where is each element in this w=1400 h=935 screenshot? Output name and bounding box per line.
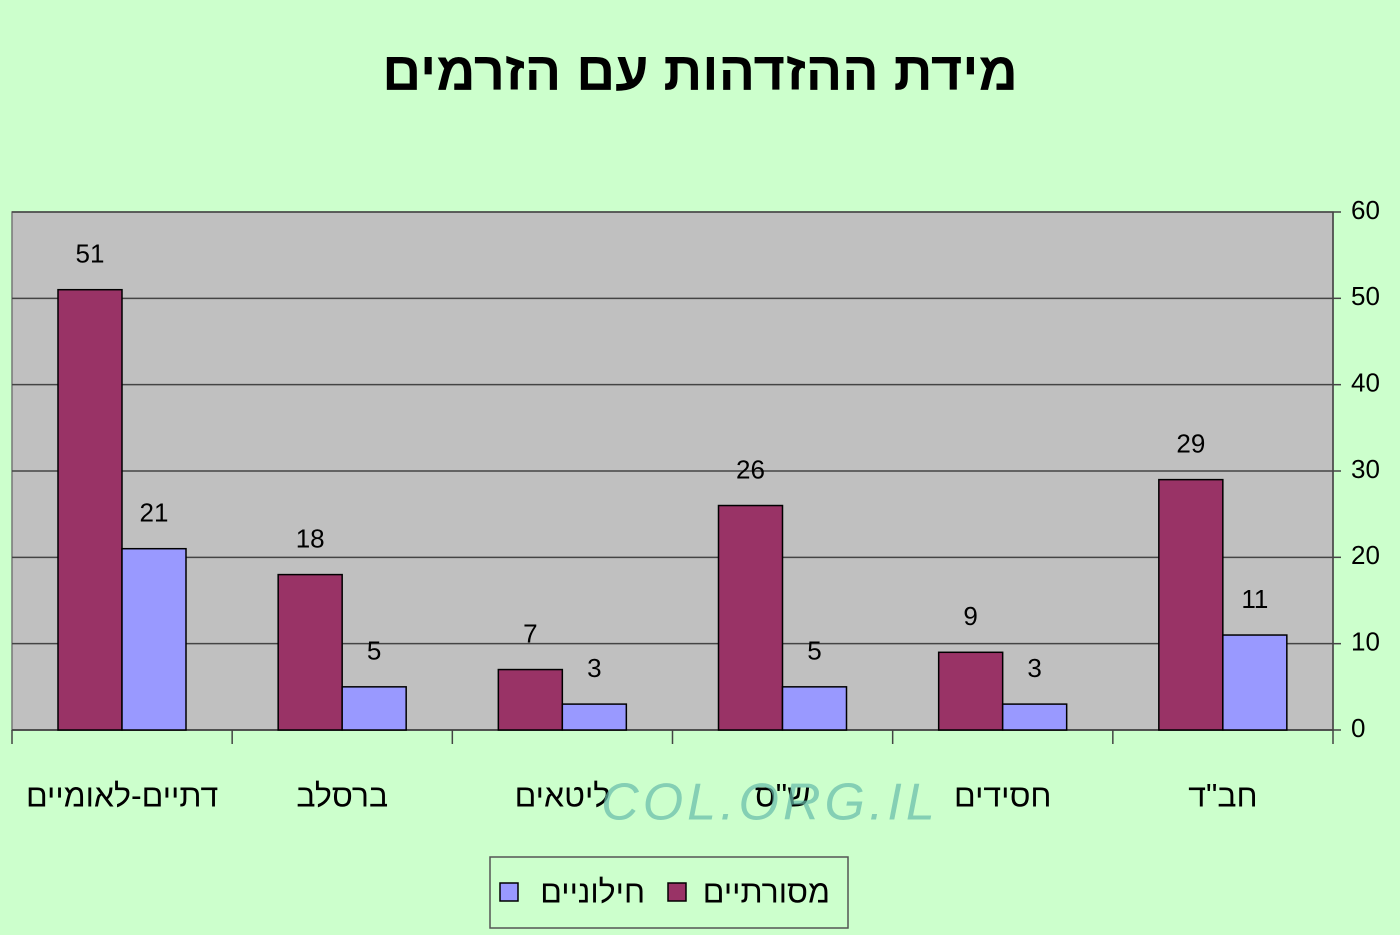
legend-swatch xyxy=(667,882,687,902)
data-label: 5 xyxy=(807,636,821,666)
bar xyxy=(277,573,343,731)
data-label: 21 xyxy=(140,498,169,528)
y-tick-label: 10 xyxy=(1351,627,1380,657)
data-label: 26 xyxy=(736,454,765,484)
data-label: 29 xyxy=(1176,429,1205,459)
bar xyxy=(937,651,1004,731)
y-tick-label: 60 xyxy=(1351,195,1380,225)
bar xyxy=(341,686,407,731)
bar xyxy=(1222,634,1288,731)
x-tick-label: ש"ס xyxy=(755,777,811,813)
bar xyxy=(497,668,564,731)
bar xyxy=(121,547,187,731)
data-label: 9 xyxy=(963,601,977,631)
x-tick-label: ברסלב xyxy=(296,777,388,813)
x-tick-label: חסידים xyxy=(954,777,1051,813)
x-tick-label: חב"ד xyxy=(1188,777,1257,813)
bar xyxy=(781,686,848,731)
data-label: 18 xyxy=(296,523,325,553)
data-label: 11 xyxy=(1241,584,1268,614)
data-label: 5 xyxy=(367,636,381,666)
data-label: 7 xyxy=(523,618,537,648)
x-tick-label: דתיים-לאומיים xyxy=(26,777,218,813)
y-tick-label: 0 xyxy=(1351,713,1365,743)
y-tick-label: 20 xyxy=(1351,540,1380,570)
bar xyxy=(1158,478,1224,731)
data-label: 51 xyxy=(76,239,105,269)
bar xyxy=(1001,703,1068,731)
bar xyxy=(717,504,784,731)
y-tick-label: 30 xyxy=(1351,454,1380,484)
bar xyxy=(561,703,628,731)
data-label: 3 xyxy=(1027,653,1041,683)
x-tick-label: ליטאים xyxy=(515,777,611,813)
bar xyxy=(57,288,123,731)
watermark: COL.ORG.IL xyxy=(601,774,939,832)
y-tick-label: 40 xyxy=(1351,368,1380,398)
chart-title: מידת ההזדהות עם הזרמים xyxy=(382,41,1018,101)
legend-label: חילוניים xyxy=(540,873,645,909)
legend-swatch xyxy=(499,882,519,902)
data-label: 3 xyxy=(587,653,601,683)
y-tick-label: 50 xyxy=(1351,281,1380,311)
legend-label: מסורתיים xyxy=(703,873,830,909)
